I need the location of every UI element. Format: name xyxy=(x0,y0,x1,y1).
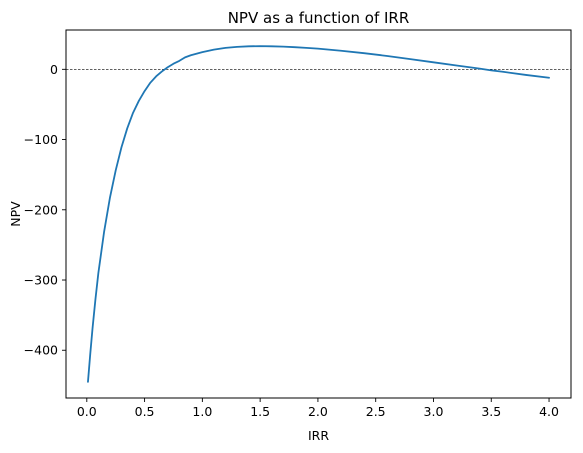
plot-area xyxy=(66,45,571,383)
y-tick-label: −300 xyxy=(24,273,58,288)
y-tick-label: −200 xyxy=(24,202,58,217)
y-tick-label: 0 xyxy=(50,62,58,77)
npv-series-line xyxy=(87,45,550,383)
x-tick-label: 1.0 xyxy=(192,404,212,419)
x-axis-label: IRR xyxy=(308,428,329,443)
y-tick-label: −100 xyxy=(24,132,58,147)
x-tick-label: 2.0 xyxy=(308,404,328,419)
y-axis-ticks: −400 −300 −200 −100 0 xyxy=(24,62,66,358)
axes-frame xyxy=(65,29,572,399)
x-tick-label: 1.5 xyxy=(250,404,270,419)
x-tick-label: 4.0 xyxy=(539,404,559,419)
x-tick-label: 3.5 xyxy=(481,404,501,419)
chart-title: NPV as a function of IRR xyxy=(228,9,410,27)
y-tick-label: −400 xyxy=(24,343,58,358)
y-axis-label: NPV xyxy=(8,201,23,227)
x-tick-label: 0.0 xyxy=(77,404,97,419)
x-axis-ticks: 0.0 0.5 1.0 1.5 2.0 2.5 3.0 3.5 4.0 xyxy=(77,398,559,419)
x-tick-label: 0.5 xyxy=(135,404,155,419)
x-tick-label: 3.0 xyxy=(424,404,444,419)
x-tick-label: 2.5 xyxy=(366,404,386,419)
